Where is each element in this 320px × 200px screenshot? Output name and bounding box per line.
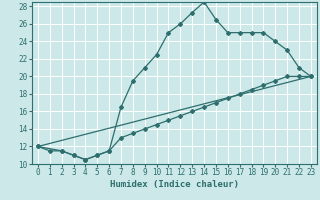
X-axis label: Humidex (Indice chaleur): Humidex (Indice chaleur) [110,180,239,189]
